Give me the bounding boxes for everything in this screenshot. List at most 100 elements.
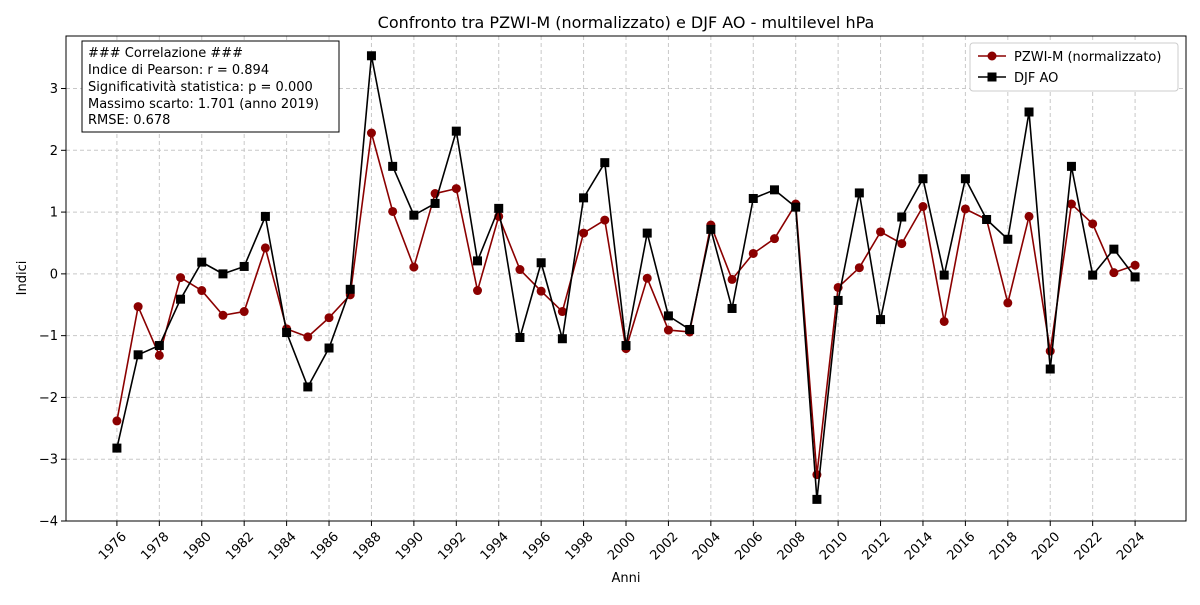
stats-line-heading: ### Correlazione ### bbox=[88, 46, 243, 61]
data-point-pzwi bbox=[112, 416, 122, 426]
x-tick-label: 1986 bbox=[308, 529, 342, 563]
data-point-pzwi bbox=[218, 310, 228, 320]
x-tick-label: 1976 bbox=[96, 529, 130, 563]
x-tick-label: 1992 bbox=[435, 529, 469, 563]
data-point-ao bbox=[706, 224, 716, 234]
chart-title: Confronto tra PZWI-M (normalizzato) e DJ… bbox=[378, 13, 875, 32]
data-point-ao bbox=[112, 443, 122, 453]
data-point-ao bbox=[536, 258, 546, 268]
x-tick-label: 1998 bbox=[563, 529, 597, 563]
data-point-pzwi bbox=[154, 350, 164, 360]
data-point-pzwi bbox=[1024, 211, 1034, 221]
data-point-pzwi bbox=[176, 273, 186, 283]
data-point-ao bbox=[133, 350, 143, 360]
data-point-pzwi bbox=[197, 286, 207, 296]
correlation-stats-box: ### Correlazione ### Indice di Pearson: … bbox=[81, 40, 340, 133]
data-point-pzwi bbox=[579, 228, 589, 238]
data-point-ao bbox=[982, 214, 992, 224]
data-point-ao bbox=[897, 212, 907, 222]
data-point-ao bbox=[1003, 234, 1013, 244]
data-point-pzwi bbox=[1109, 268, 1119, 278]
legend-frame bbox=[969, 42, 1179, 92]
data-point-ao bbox=[1130, 272, 1140, 282]
data-point-pzwi bbox=[642, 273, 652, 283]
stats-line-max-gap: Massimo scarto: 1.701 (anno 2019) bbox=[88, 97, 319, 112]
data-point-pzwi bbox=[727, 274, 737, 284]
x-tick-label: 2024 bbox=[1114, 529, 1148, 563]
y-tick-label: 3 bbox=[50, 82, 58, 97]
legend-label-pzwi: PZWI-M (normalizzato) bbox=[1014, 50, 1161, 65]
data-point-ao bbox=[833, 295, 843, 305]
data-point-ao bbox=[430, 198, 440, 208]
y-tick-label: −2 bbox=[39, 391, 58, 406]
data-point-ao bbox=[282, 328, 292, 338]
data-point-pzwi bbox=[536, 286, 546, 296]
x-tick-label: 2008 bbox=[775, 529, 809, 563]
data-point-ao bbox=[494, 203, 504, 213]
y-tick-label: −3 bbox=[39, 453, 58, 468]
data-point-ao bbox=[621, 341, 631, 351]
data-point-pzwi bbox=[239, 307, 249, 317]
stats-line-significance: Significatività statistica: p = 0.000 bbox=[88, 80, 313, 95]
data-point-ao bbox=[473, 256, 483, 266]
data-point-pzwi bbox=[473, 286, 483, 296]
data-point-pzwi bbox=[409, 262, 419, 272]
data-point-ao bbox=[1088, 270, 1098, 280]
data-point-ao bbox=[854, 188, 864, 198]
data-point-ao bbox=[388, 161, 398, 171]
y-tick-label: −1 bbox=[39, 329, 58, 344]
data-point-ao bbox=[600, 158, 610, 168]
data-point-ao bbox=[727, 303, 737, 313]
x-tick-label: 2000 bbox=[605, 529, 639, 563]
x-tick-label: 2014 bbox=[902, 529, 936, 563]
x-axis-label: Anni bbox=[612, 571, 641, 586]
data-point-pzwi bbox=[854, 263, 864, 273]
data-point-ao bbox=[409, 210, 419, 220]
data-point-ao bbox=[345, 284, 355, 294]
y-tick-label: −4 bbox=[39, 515, 58, 530]
data-point-pzwi bbox=[366, 128, 376, 138]
x-tick-label: 2004 bbox=[690, 529, 724, 563]
data-point-pzwi bbox=[1045, 346, 1055, 356]
data-point-ao bbox=[918, 174, 928, 184]
x-tick-label: 1980 bbox=[181, 529, 215, 563]
legend: PZWI-M (normalizzato) DJF AO bbox=[969, 42, 1179, 92]
x-tick-label: 1984 bbox=[266, 529, 300, 563]
data-point-ao bbox=[451, 126, 461, 136]
data-point-ao bbox=[663, 311, 673, 321]
data-point-pzwi bbox=[1130, 260, 1140, 270]
data-point-pzwi bbox=[1066, 199, 1076, 209]
data-point-ao bbox=[579, 193, 589, 203]
data-point-ao bbox=[642, 228, 652, 238]
data-point-ao bbox=[154, 341, 164, 351]
data-point-pzwi bbox=[515, 265, 525, 275]
data-point-pzwi bbox=[388, 206, 398, 216]
data-point-pzwi bbox=[324, 313, 334, 323]
data-point-pzwi bbox=[918, 202, 928, 212]
data-point-pzwi bbox=[1003, 298, 1013, 308]
data-point-ao bbox=[1109, 244, 1119, 254]
x-tick-label: 2022 bbox=[1072, 529, 1106, 563]
data-point-ao bbox=[557, 334, 567, 344]
data-point-pzwi bbox=[897, 239, 907, 249]
data-point-ao bbox=[324, 343, 334, 353]
data-point-ao bbox=[960, 174, 970, 184]
x-tick-label: 1978 bbox=[138, 529, 172, 563]
data-point-ao bbox=[685, 324, 695, 334]
x-tick-label: 2012 bbox=[860, 529, 894, 563]
data-point-ao bbox=[303, 382, 313, 392]
x-tick-label: 2010 bbox=[817, 529, 851, 563]
legend-label-ao: DJF AO bbox=[1014, 71, 1058, 86]
x-tick-label: 1988 bbox=[350, 529, 384, 563]
data-point-ao bbox=[876, 315, 886, 325]
x-tick-label: 2006 bbox=[732, 529, 766, 563]
data-point-pzwi bbox=[133, 302, 143, 312]
y-axis-label: Indici bbox=[15, 261, 30, 296]
data-point-pzwi bbox=[748, 248, 758, 258]
data-point-ao bbox=[769, 185, 779, 195]
x-tick-label: 2020 bbox=[1029, 529, 1063, 563]
data-point-pzwi bbox=[600, 215, 610, 225]
y-tick-label: 1 bbox=[50, 206, 58, 221]
